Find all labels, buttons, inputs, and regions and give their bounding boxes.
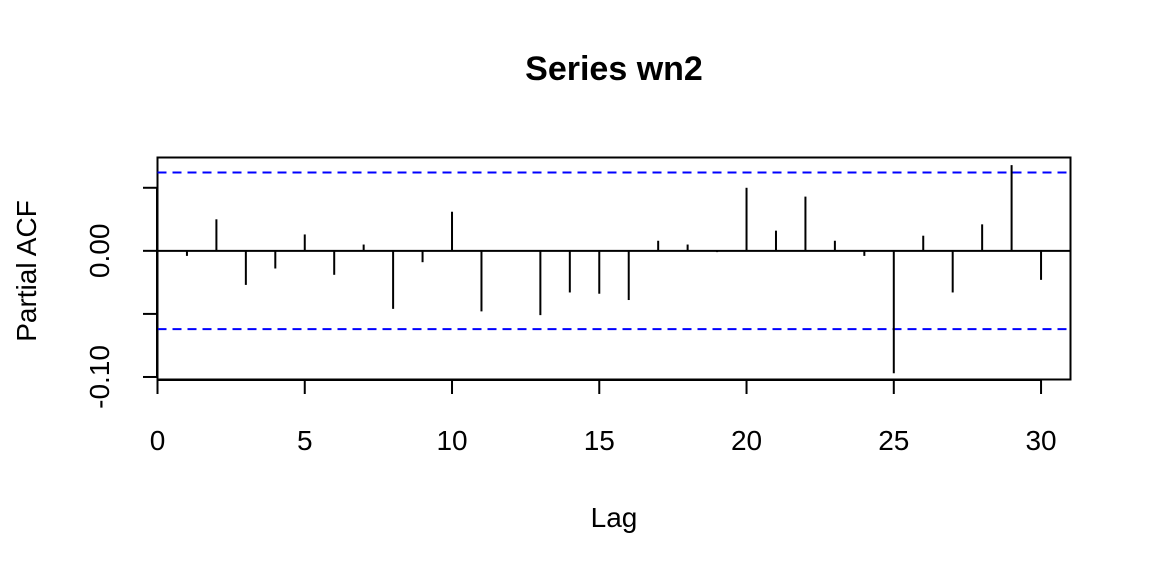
y-axis-label: Partial ACF <box>11 200 42 342</box>
y-tick-label-1: 0.00 <box>84 224 115 279</box>
x-tick-label-30: 30 <box>1025 425 1056 456</box>
x-axis-label: Lag <box>591 502 638 533</box>
y-tick-label-0: -0.10 <box>84 345 115 409</box>
x-tick-label-10: 10 <box>436 425 467 456</box>
chart-title: Series wn2 <box>525 50 703 88</box>
x-tick-label-15: 15 <box>584 425 615 456</box>
plot-layer <box>157 165 1071 374</box>
y-axis: -0.10 0.00 <box>84 186 158 409</box>
x-tick-label-0: 0 <box>150 425 166 456</box>
x-tick-label-20: 20 <box>731 425 762 456</box>
x-axis: 0 5 10 15 20 25 30 <box>150 379 1057 456</box>
plot-frame <box>156 156 1072 381</box>
x-tick-label-25: 25 <box>878 425 909 456</box>
x-tick-label-5: 5 <box>297 425 313 456</box>
